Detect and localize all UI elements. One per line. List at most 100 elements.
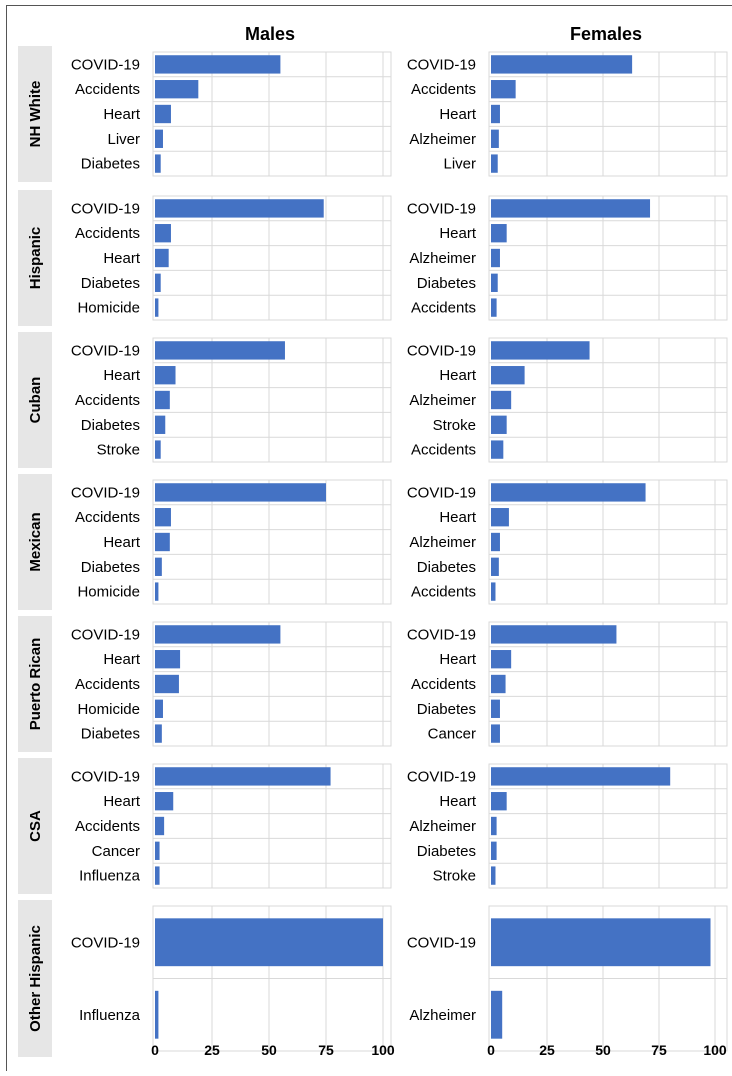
category-label-puerto-rican-females-cancer: Cancer (428, 726, 476, 743)
bar-nh-white-females-liver (491, 154, 498, 173)
panel-frame-mexican-females (488, 479, 728, 605)
row-label-csa: CSA (27, 810, 44, 842)
bar-nh-white-females-accidents (491, 80, 516, 99)
bar-nh-white-females-alzheimer (491, 129, 499, 148)
category-label-csa-females-heart: Heart (439, 793, 477, 810)
row-label-bg-csa (18, 758, 52, 894)
bar-csa-males-cancer (155, 841, 160, 860)
category-label-csa-females-covid-19: COVID-19 (407, 768, 476, 785)
category-label-csa-males-heart: Heart (103, 793, 141, 810)
bar-nh-white-males-liver (155, 129, 163, 148)
bar-mexican-females-diabetes (491, 557, 499, 576)
bar-puerto-rican-males-accidents (155, 674, 179, 694)
bar-puerto-rican-males-homicide (155, 699, 163, 718)
bar-mexican-females-covid-19 (491, 483, 646, 502)
frame-border-top (6, 5, 732, 6)
category-label-hispanic-females-diabetes: Diabetes (417, 275, 476, 292)
bar-csa-females-stroke (491, 866, 496, 885)
bar-puerto-rican-females-covid-19 (491, 625, 617, 644)
panel-frame-puerto-rican-males (152, 621, 392, 747)
bar-puerto-rican-males-heart (155, 650, 181, 669)
category-label-other-hispanic-females-covid-19: COVID-19 (407, 934, 476, 951)
category-label-csa-females-alzheimer: Alzheimer (409, 818, 476, 835)
category-label-cuban-males-covid-19: COVID-19 (71, 342, 140, 359)
category-label-mexican-females-heart: Heart (439, 509, 477, 526)
x-tick-label-males-100: 100 (371, 1042, 395, 1058)
x-tick-label-females-50: 50 (595, 1042, 611, 1058)
bar-hispanic-males-diabetes (155, 273, 161, 292)
category-label-cuban-females-covid-19: COVID-19 (407, 342, 476, 359)
row-label-bg-other-hispanic (18, 900, 52, 1057)
category-label-puerto-rican-females-diabetes: Diabetes (417, 701, 476, 718)
category-label-mexican-males-diabetes: Diabetes (81, 559, 140, 576)
category-label-puerto-rican-females-covid-19: COVID-19 (407, 626, 476, 643)
bar-mexican-males-covid-19 (155, 483, 326, 502)
category-label-puerto-rican-males-homicide: Homicide (77, 701, 140, 718)
category-label-hispanic-females-alzheimer: Alzheimer (409, 250, 476, 267)
x-tick-label-males-0: 0 (151, 1042, 159, 1058)
panel-frame-csa-females (488, 763, 728, 889)
category-label-csa-males-accidents: Accidents (75, 818, 140, 835)
bar-puerto-rican-females-heart (491, 650, 512, 669)
bar-hispanic-males-accidents (155, 224, 171, 243)
category-label-hispanic-males-homicide: Homicide (77, 300, 140, 317)
bar-mexican-males-heart (155, 532, 170, 552)
category-label-cuban-males-diabetes: Diabetes (81, 417, 140, 434)
bar-nh-white-females-heart (491, 104, 500, 124)
bar-csa-males-influenza (155, 866, 160, 885)
bar-cuban-females-covid-19 (491, 341, 590, 360)
bar-puerto-rican-males-diabetes (155, 724, 162, 743)
bar-cuban-males-covid-19 (155, 341, 285, 360)
bar-cuban-males-accidents (155, 390, 170, 410)
x-tick-label-males-50: 50 (261, 1042, 277, 1058)
category-label-cuban-females-stroke: Stroke (433, 417, 476, 434)
bar-hispanic-males-heart (155, 248, 169, 268)
bar-csa-males-accidents (155, 816, 165, 836)
bar-nh-white-males-diabetes (155, 154, 161, 173)
panel-frame-nh-white-males (152, 51, 392, 177)
category-label-hispanic-males-accidents: Accidents (75, 225, 140, 242)
bar-nh-white-males-heart (155, 104, 171, 124)
category-label-nh-white-females-alzheimer: Alzheimer (409, 131, 476, 148)
bar-mexican-females-accidents (491, 582, 496, 601)
category-label-csa-males-covid-19: COVID-19 (71, 768, 140, 785)
category-label-cuban-males-heart: Heart (103, 367, 141, 384)
category-label-hispanic-males-diabetes: Diabetes (81, 275, 140, 292)
category-label-puerto-rican-males-heart: Heart (103, 651, 141, 668)
bar-hispanic-females-covid-19 (491, 199, 651, 218)
category-label-cuban-females-heart: Heart (439, 367, 477, 384)
category-label-cuban-females-alzheimer: Alzheimer (409, 392, 476, 409)
bar-mexican-females-heart (491, 508, 509, 527)
category-label-csa-females-diabetes: Diabetes (417, 843, 476, 860)
bar-puerto-rican-females-diabetes (491, 699, 500, 718)
category-label-csa-females-stroke: Stroke (433, 868, 476, 885)
bar-nh-white-males-accidents (155, 80, 199, 99)
category-label-nh-white-males-accidents: Accidents (75, 81, 140, 98)
category-label-other-hispanic-males-influenza: Influenza (79, 1007, 141, 1024)
x-tick-label-males-75: 75 (318, 1042, 334, 1058)
x-tick-label-males-25: 25 (204, 1042, 220, 1058)
panel-frame-hispanic-males (152, 195, 392, 321)
category-label-cuban-males-accidents: Accidents (75, 392, 140, 409)
category-label-mexican-males-homicide: Homicide (77, 584, 140, 601)
bar-csa-females-alzheimer (491, 816, 497, 836)
row-label-bg-hispanic (18, 190, 52, 326)
row-label-other-hispanic: Other Hispanic (27, 925, 44, 1032)
panel-frame-cuban-females (488, 337, 728, 463)
bar-cuban-females-heart (491, 366, 525, 385)
category-label-hispanic-males-heart: Heart (103, 250, 141, 267)
bar-nh-white-males-covid-19 (155, 55, 281, 74)
bar-mexican-males-homicide (155, 582, 159, 601)
bar-csa-males-covid-19 (155, 767, 331, 786)
category-label-hispanic-females-covid-19: COVID-19 (407, 200, 476, 217)
bar-puerto-rican-males-covid-19 (155, 625, 281, 644)
category-label-nh-white-females-accidents: Accidents (411, 81, 476, 98)
category-label-mexican-females-diabetes: Diabetes (417, 559, 476, 576)
panel-frame-nh-white-females (488, 51, 728, 177)
x-tick-label-females-75: 75 (651, 1042, 667, 1058)
category-label-mexican-females-alzheimer: Alzheimer (409, 534, 476, 551)
panel-frame-cuban-males (152, 337, 392, 463)
bar-csa-males-heart (155, 792, 174, 811)
bar-puerto-rican-females-accidents (491, 674, 506, 694)
